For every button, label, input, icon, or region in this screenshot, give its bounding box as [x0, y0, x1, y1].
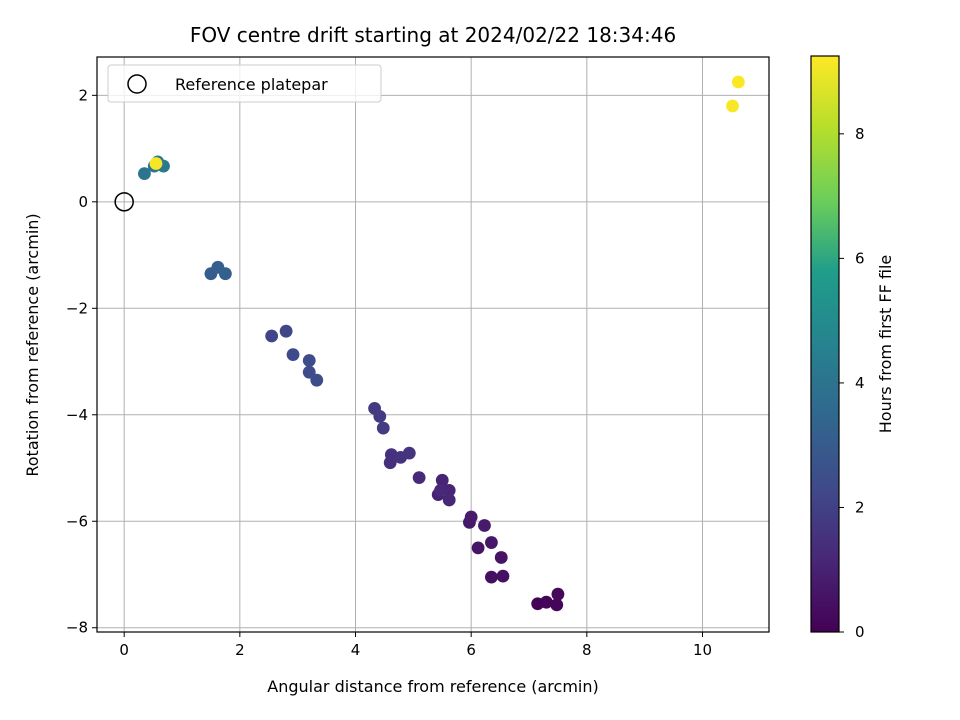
- x-axis-label: Angular distance from reference (arcmin): [267, 677, 598, 696]
- y-tick-label: −4: [66, 406, 88, 424]
- x-tick-label: 8: [582, 641, 592, 659]
- scatter-point: [373, 409, 387, 423]
- scatter-point: [494, 551, 508, 564]
- grid-lines: [97, 57, 769, 632]
- scatter-points: [138, 75, 745, 612]
- colorbar-frame: [810, 55, 840, 633]
- scatter-point: [302, 354, 316, 367]
- scatter-point: [485, 570, 498, 584]
- x-tick-label: 10: [693, 641, 712, 659]
- y-tick-label: 0: [78, 193, 88, 211]
- colorbar-tick-label: 6: [855, 249, 865, 267]
- x-axis-ticks: 0 2 4 6 8 10: [119, 632, 712, 659]
- plot-frame: [96, 56, 770, 633]
- scatter-point: [496, 569, 510, 583]
- x-tick-label: 4: [351, 641, 361, 659]
- y-tick-label: −8: [66, 619, 88, 637]
- scatter-point: [302, 365, 316, 379]
- scatter-point: [726, 99, 739, 113]
- legend-reference-marker: [127, 74, 147, 94]
- scatter-point: [412, 471, 426, 485]
- y-tick-label: 2: [78, 86, 88, 104]
- colorbar: 0 2 4 6 8 Hours from first FF file: [810, 55, 895, 641]
- reference-platepar-marker: [114, 192, 134, 212]
- colorbar-tick-label: 0: [855, 623, 865, 641]
- y-axis-ticks: −8 −6 −4 −2 0 2: [66, 86, 97, 637]
- colorbar-label: Hours from first FF file: [876, 255, 895, 434]
- scatter-point: [434, 483, 447, 497]
- legend-box: [107, 64, 382, 103]
- chart-title: FOV centre drift starting at 2024/02/22 …: [190, 23, 676, 47]
- x-tick-label: 0: [119, 641, 129, 659]
- scatter-point: [485, 536, 498, 549]
- y-axis-label: Rotation from reference (arcmin): [23, 213, 42, 476]
- scatter-point: [286, 348, 300, 362]
- scatter-point: [478, 519, 491, 532]
- scatter-point: [731, 75, 745, 89]
- colorbar-tick-label: 8: [855, 125, 865, 143]
- scatter-point: [435, 473, 449, 487]
- scatter-point: [138, 167, 151, 180]
- scatter-point: [218, 267, 232, 281]
- scatter-point: [402, 446, 416, 460]
- colorbar-tick-label: 4: [855, 374, 865, 392]
- colorbar-ticks: 0 2 4 6 8: [839, 125, 865, 641]
- scatter-point: [376, 421, 390, 435]
- scatter-point: [539, 595, 553, 609]
- scatter-point: [310, 373, 324, 387]
- scatter-point: [471, 541, 485, 555]
- scatter-point: [442, 493, 456, 507]
- x-tick-label: 2: [235, 641, 245, 659]
- x-tick-label: 6: [466, 641, 476, 659]
- scatter-point: [551, 587, 565, 601]
- y-tick-label: −2: [66, 299, 88, 317]
- scatter-point: [265, 329, 279, 343]
- reference-marker-layer: [114, 192, 134, 212]
- legend-entry-label: Reference platepar: [175, 75, 328, 94]
- scatter-point: [149, 157, 163, 170]
- colorbar-tick-label: 2: [855, 498, 865, 516]
- scatter-point: [550, 598, 564, 612]
- y-tick-label: −6: [66, 512, 88, 530]
- colorbar-gradient: [811, 56, 839, 632]
- scatter-point: [464, 510, 478, 524]
- legend: Reference platepar: [107, 64, 382, 103]
- scatter-point: [279, 324, 293, 338]
